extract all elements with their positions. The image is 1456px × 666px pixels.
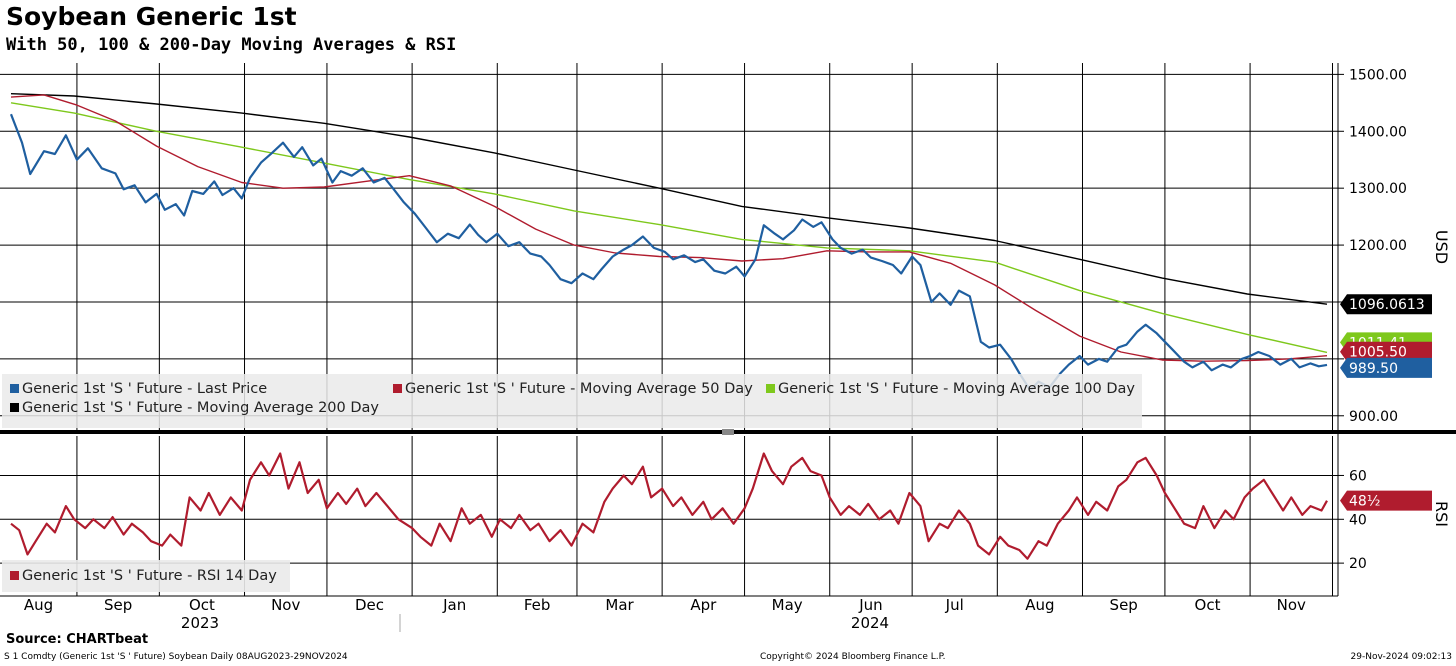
x-tick-label: Feb [524, 596, 551, 614]
series-line-ma100 [10, 102, 1328, 354]
x-tick-label: May [772, 596, 803, 614]
legend-label-rsi: Generic 1st 'S ' Future - RSI 14 Day [22, 568, 277, 584]
y-tick-label: 1200.00 [1349, 238, 1407, 254]
y-tick-label: 1500.00 [1349, 67, 1407, 83]
x-tick-label: Nov [1277, 596, 1306, 614]
series-lines [9, 93, 1328, 560]
x-year-label: 2024 [851, 614, 889, 632]
x-tick-label: Jul [945, 596, 964, 614]
chart-subtitle: With 50, 100 & 200-Day Moving Averages &… [6, 35, 457, 55]
x-tick-label: Oct [189, 596, 215, 614]
tag-price-bg [1340, 357, 1432, 378]
axes: Aug Sep Oct Nov Dec Jan Feb Mar Apr May Jun Jul Aug S… [0, 63, 1456, 632]
y-axis-title: USD [1432, 230, 1451, 264]
series-line-rsi [10, 452, 1328, 560]
x-year-label: 2023 [181, 614, 219, 632]
legend-swatch-ma50 [393, 384, 402, 393]
x-tick-label: Oct [1195, 596, 1221, 614]
tag-price-text: 989.50 [1349, 361, 1398, 377]
separator-handle [722, 429, 734, 435]
rsi-tick-label: 20 [1349, 556, 1367, 572]
x-tick-label: Sep [1110, 596, 1138, 614]
tag-ma200-text: 1096.0613 [1349, 297, 1425, 313]
legend-label-ma200: Generic 1st 'S ' Future - Moving Average… [22, 400, 379, 416]
x-tick-label: Aug [24, 596, 53, 614]
x-tick-label: Sep [104, 596, 132, 614]
chart-title: Soybean Generic 1st [6, 2, 297, 31]
tag-rsi-bg [1340, 490, 1432, 511]
tag-ma50-text: 1005.50 [1349, 345, 1407, 361]
x-tick-label: Aug [1025, 596, 1054, 614]
series-line-ma50 [10, 94, 1328, 362]
rsi-tick-label: 40 [1349, 512, 1367, 528]
series-line-price [9, 113, 1328, 392]
legend-swatch-ma200 [10, 403, 19, 412]
x-tick-label: Apr [690, 596, 717, 614]
price-gridlines [0, 63, 1338, 430]
y-tick-label: 1400.00 [1349, 124, 1407, 140]
x-tick-label: Nov [271, 596, 300, 614]
price-legend-box [2, 374, 1142, 428]
rsi-tick-label: 60 [1349, 468, 1367, 484]
footer-timestamp: 29-Nov-2024 09:02:13 [1350, 652, 1452, 662]
y-tick-label: 1300.00 [1349, 181, 1407, 197]
legend-label-ma100: Generic 1st 'S ' Future - Moving Average… [778, 381, 1135, 397]
x-tick-label: Mar [605, 596, 634, 614]
legend-swatch-price [10, 384, 19, 393]
y-tick-label: 900.00 [1349, 409, 1398, 425]
tag-rsi-text: 48½ [1349, 494, 1380, 510]
rsi-axis-title: RSI [1432, 501, 1451, 527]
x-tick-label: Jan [442, 596, 466, 614]
series-line-ma200 [10, 93, 1328, 305]
x-tick-label: Jun [858, 596, 882, 614]
tag-ma200-bg [1340, 294, 1432, 315]
legend-label-ma50: Generic 1st 'S ' Future - Moving Average… [405, 381, 753, 397]
legend-swatch-rsi [10, 571, 19, 580]
tag-ma50-bg [1340, 341, 1432, 362]
footer-security-info: S 1 Comdty (Generic 1st 'S ' Future) Soy… [4, 652, 348, 662]
footer-copyright: Copyright© 2024 Bloomberg Finance L.P. [760, 652, 946, 662]
legend-label-price: Generic 1st 'S ' Future - Last Price [22, 381, 267, 397]
rsi-legend-box [2, 560, 290, 592]
legend-swatch-ma100 [766, 384, 775, 393]
x-tick-label: Dec [355, 596, 384, 614]
legend: Generic 1st 'S ' Future - Last Price Gene… [2, 374, 1142, 592]
source-note: Source: CHARTbeat [6, 632, 149, 647]
